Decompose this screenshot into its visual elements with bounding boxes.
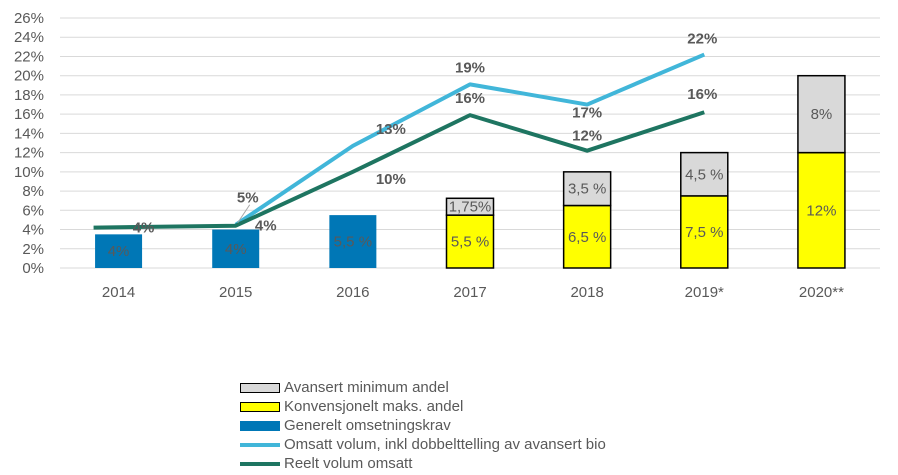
x-tick-label: 2014 (102, 284, 135, 301)
y-tick-label: 24% (14, 29, 44, 46)
bar-konvensjonelt (562, 204, 612, 269)
line-label-omsatt: 19% (455, 59, 485, 76)
y-tick-label: 22% (14, 48, 44, 65)
bar-avansert (445, 197, 495, 216)
line-label-reelt: 16% (687, 86, 717, 103)
x-tick-label: 2018 (570, 284, 603, 301)
bar-label-avansert: 4,5 % (685, 166, 723, 183)
line-label-omsatt: 5% (237, 190, 259, 207)
line-label-omsatt: 17% (572, 105, 602, 122)
y-tick-label: 0% (22, 260, 44, 277)
bars (95, 74, 846, 269)
legend-swatch-line (240, 442, 280, 447)
bar-label-generelt: 4% (225, 241, 247, 258)
legend: Avansert minimum andel Konvensjonelt maks… (240, 378, 606, 473)
y-tick-label: 20% (14, 68, 44, 85)
legend-item: Omsatt volum, inkl dobbelttelling av ava… (240, 435, 606, 454)
legend-label: Omsatt volum, inkl dobbelttelling av ava… (284, 436, 606, 453)
line-label-omsatt: 22% (687, 31, 717, 48)
y-tick-label: 10% (14, 164, 44, 181)
line-label-reelt: 16% (455, 90, 485, 107)
line-label-reelt: 12% (572, 128, 602, 145)
leader-line (237, 204, 251, 224)
bar-konvensjonelt (797, 151, 846, 269)
y-tick-label: 16% (14, 106, 44, 123)
bar-label-konvensjonelt: 5,5 % (451, 234, 489, 251)
legend-label: Generelt omsetningskrav (284, 417, 451, 434)
bar-generelt (95, 234, 143, 268)
bar-label-generelt: 5,5 % (334, 234, 372, 251)
bar-label-avansert: 3,5 % (568, 181, 606, 198)
legend-swatch-box (240, 401, 280, 412)
x-tick-label: 2020** (799, 284, 844, 301)
legend-swatch-box (240, 382, 280, 393)
legend-swatch-solid (240, 420, 280, 431)
legend-label: Avansert minimum andel (284, 379, 449, 396)
legend-swatch-line (240, 461, 280, 466)
x-tick-label: 2017 (453, 284, 486, 301)
legend-label: Reelt volum omsatt (284, 455, 413, 472)
x-tick-label: 2015 (219, 284, 252, 301)
data-labels: 4% 4% 5,5 % 5,5 %1,75%6,5 %3,5 %7,5 %4,5 %1… (108, 31, 837, 261)
line-label-reelt: 10% (376, 171, 406, 188)
bar-label-konvensjonelt: 12% (806, 202, 836, 219)
line-reelt-volum (93, 110, 705, 230)
y-tick-label: 8% (22, 183, 44, 200)
y-tick-label: 12% (14, 145, 44, 162)
y-axis: 0% 2% 4% 6% 8% 10% 12% 14% 16% 18% 20% 22% 24% 26% (14, 10, 44, 277)
line-label-reelt: 4% (255, 218, 277, 235)
bar-label-avansert: 1,75% (449, 199, 492, 216)
bar-generelt (329, 215, 377, 268)
bar-label-konvensjonelt: 7,5 % (685, 224, 723, 241)
legend-label: Konvensjonelt maks. andel (284, 398, 464, 415)
y-tick-label: 26% (14, 10, 44, 27)
legend-item: Avansert minimum andel (240, 378, 606, 397)
lines (93, 52, 706, 230)
line-label-reelt: 4% (133, 220, 155, 237)
bar-konvensjonelt (445, 214, 495, 269)
legend-item: Reelt volum omsatt (240, 454, 606, 473)
y-tick-label: 2% (22, 241, 44, 258)
bar-label-avansert: 8% (811, 106, 833, 123)
bar-label-konvensjonelt: 6,5 % (568, 229, 606, 246)
bar-label-generelt: 4% (108, 243, 130, 260)
bar-avansert (797, 74, 846, 154)
y-tick-label: 14% (14, 125, 44, 142)
gridlines (60, 17, 880, 269)
x-tick-label: 2019* (685, 284, 724, 301)
line-omsatt-volum (234, 52, 706, 227)
y-tick-label: 6% (22, 202, 44, 219)
y-tick-label: 4% (22, 222, 44, 239)
bar-konvensjonelt (680, 195, 729, 269)
legend-item: Konvensjonelt maks. andel (240, 397, 606, 416)
x-axis: 2014 2015 2016 2017 2018 2019* 2020** (102, 284, 844, 301)
legend-item: Generelt omsetningskrav (240, 416, 606, 435)
x-tick-label: 2016 (336, 284, 369, 301)
chart: 0% 2% 4% 6% 8% 10% 12% 14% 16% 18% 20% 22% 24% 26% 20… (14, 10, 880, 301)
bar-avansert (680, 151, 729, 197)
y-tick-label: 18% (14, 87, 44, 104)
line-label-omsatt: 13% (376, 121, 406, 138)
bar-generelt (212, 229, 260, 268)
bar-avansert (562, 171, 612, 207)
